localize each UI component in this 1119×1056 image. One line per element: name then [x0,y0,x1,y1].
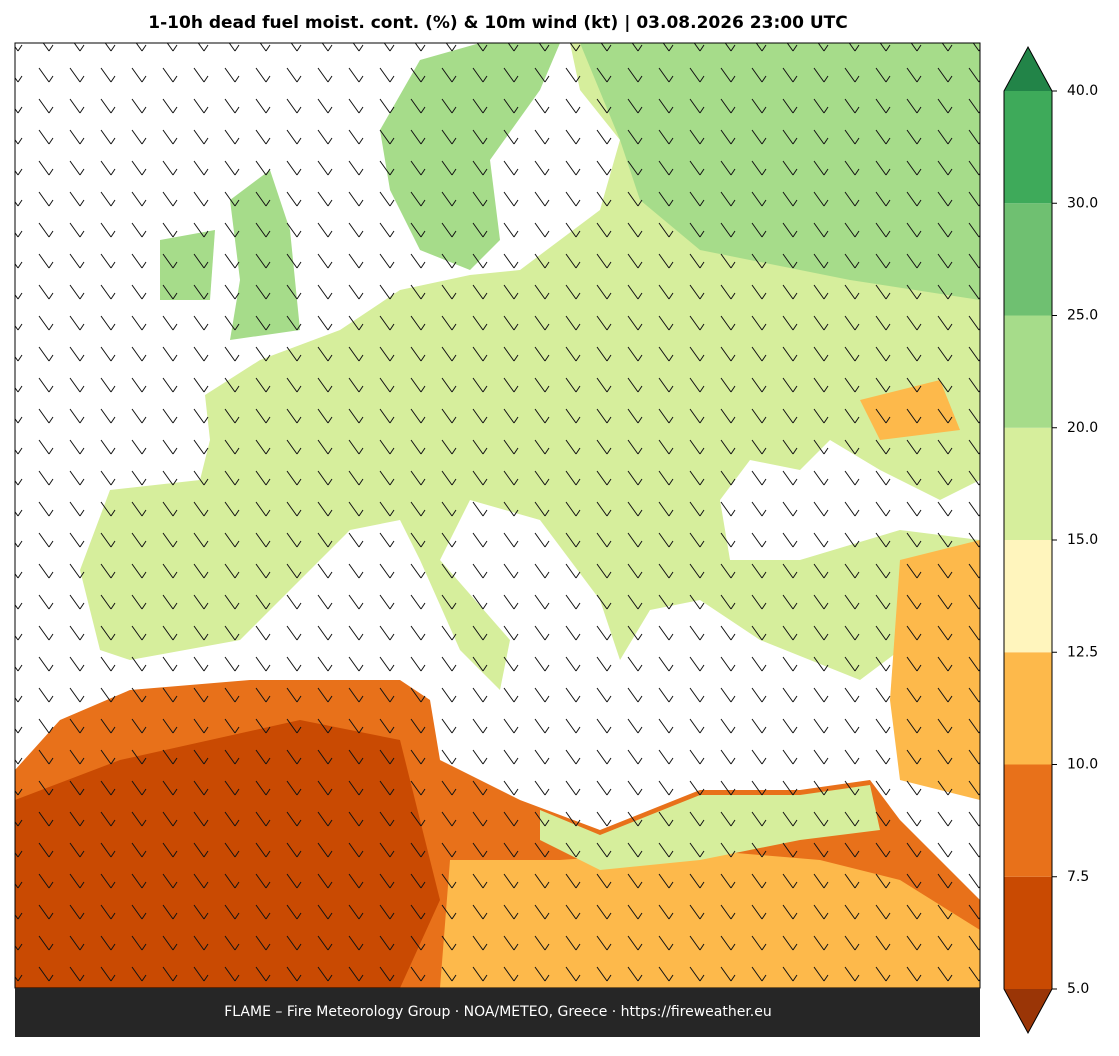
colorbar-bin [1004,540,1052,653]
colorbar-bin [1004,764,1052,877]
colorbar-tick-label: 15.0 [1067,532,1098,548]
colorbar-bin [1004,91,1052,204]
colorbar-tick-label: 5.0 [1067,981,1089,997]
colorbar-over [1004,47,1052,91]
colorbar-under [1004,989,1052,1033]
colorbar-tick-label: 20.0 [1067,420,1098,436]
colorbar-bin [1004,876,1052,989]
map [15,43,980,988]
colorbar-tick-label: 30.0 [1067,195,1098,211]
colorbar: 5.0 7.5 10.0 12.5 15.0 20.0 25.0 30.0 40.0 [1003,45,1098,1035]
wind-barbs [15,43,980,988]
title: 1-10h dead fuel moist. cont. (%) & 10m w… [148,13,847,33]
footer-bar [15,988,980,1037]
colorbar-tick-label: 7.5 [1067,869,1089,885]
colorbar-bin [1004,203,1052,316]
colorbar-tick-label: 25.0 [1067,308,1098,324]
footer-text: FLAME – Fire Meteorology Group · NOA/MET… [224,1004,772,1020]
colorbar-bin [1004,427,1052,540]
colorbar-bin [1004,315,1052,428]
colorbar-bin [1004,652,1052,765]
colorbar-tick-label: 12.5 [1067,644,1098,660]
colorbar-tick-label: 10.0 [1067,757,1098,773]
colorbar-tick-label: 40.0 [1067,83,1098,99]
